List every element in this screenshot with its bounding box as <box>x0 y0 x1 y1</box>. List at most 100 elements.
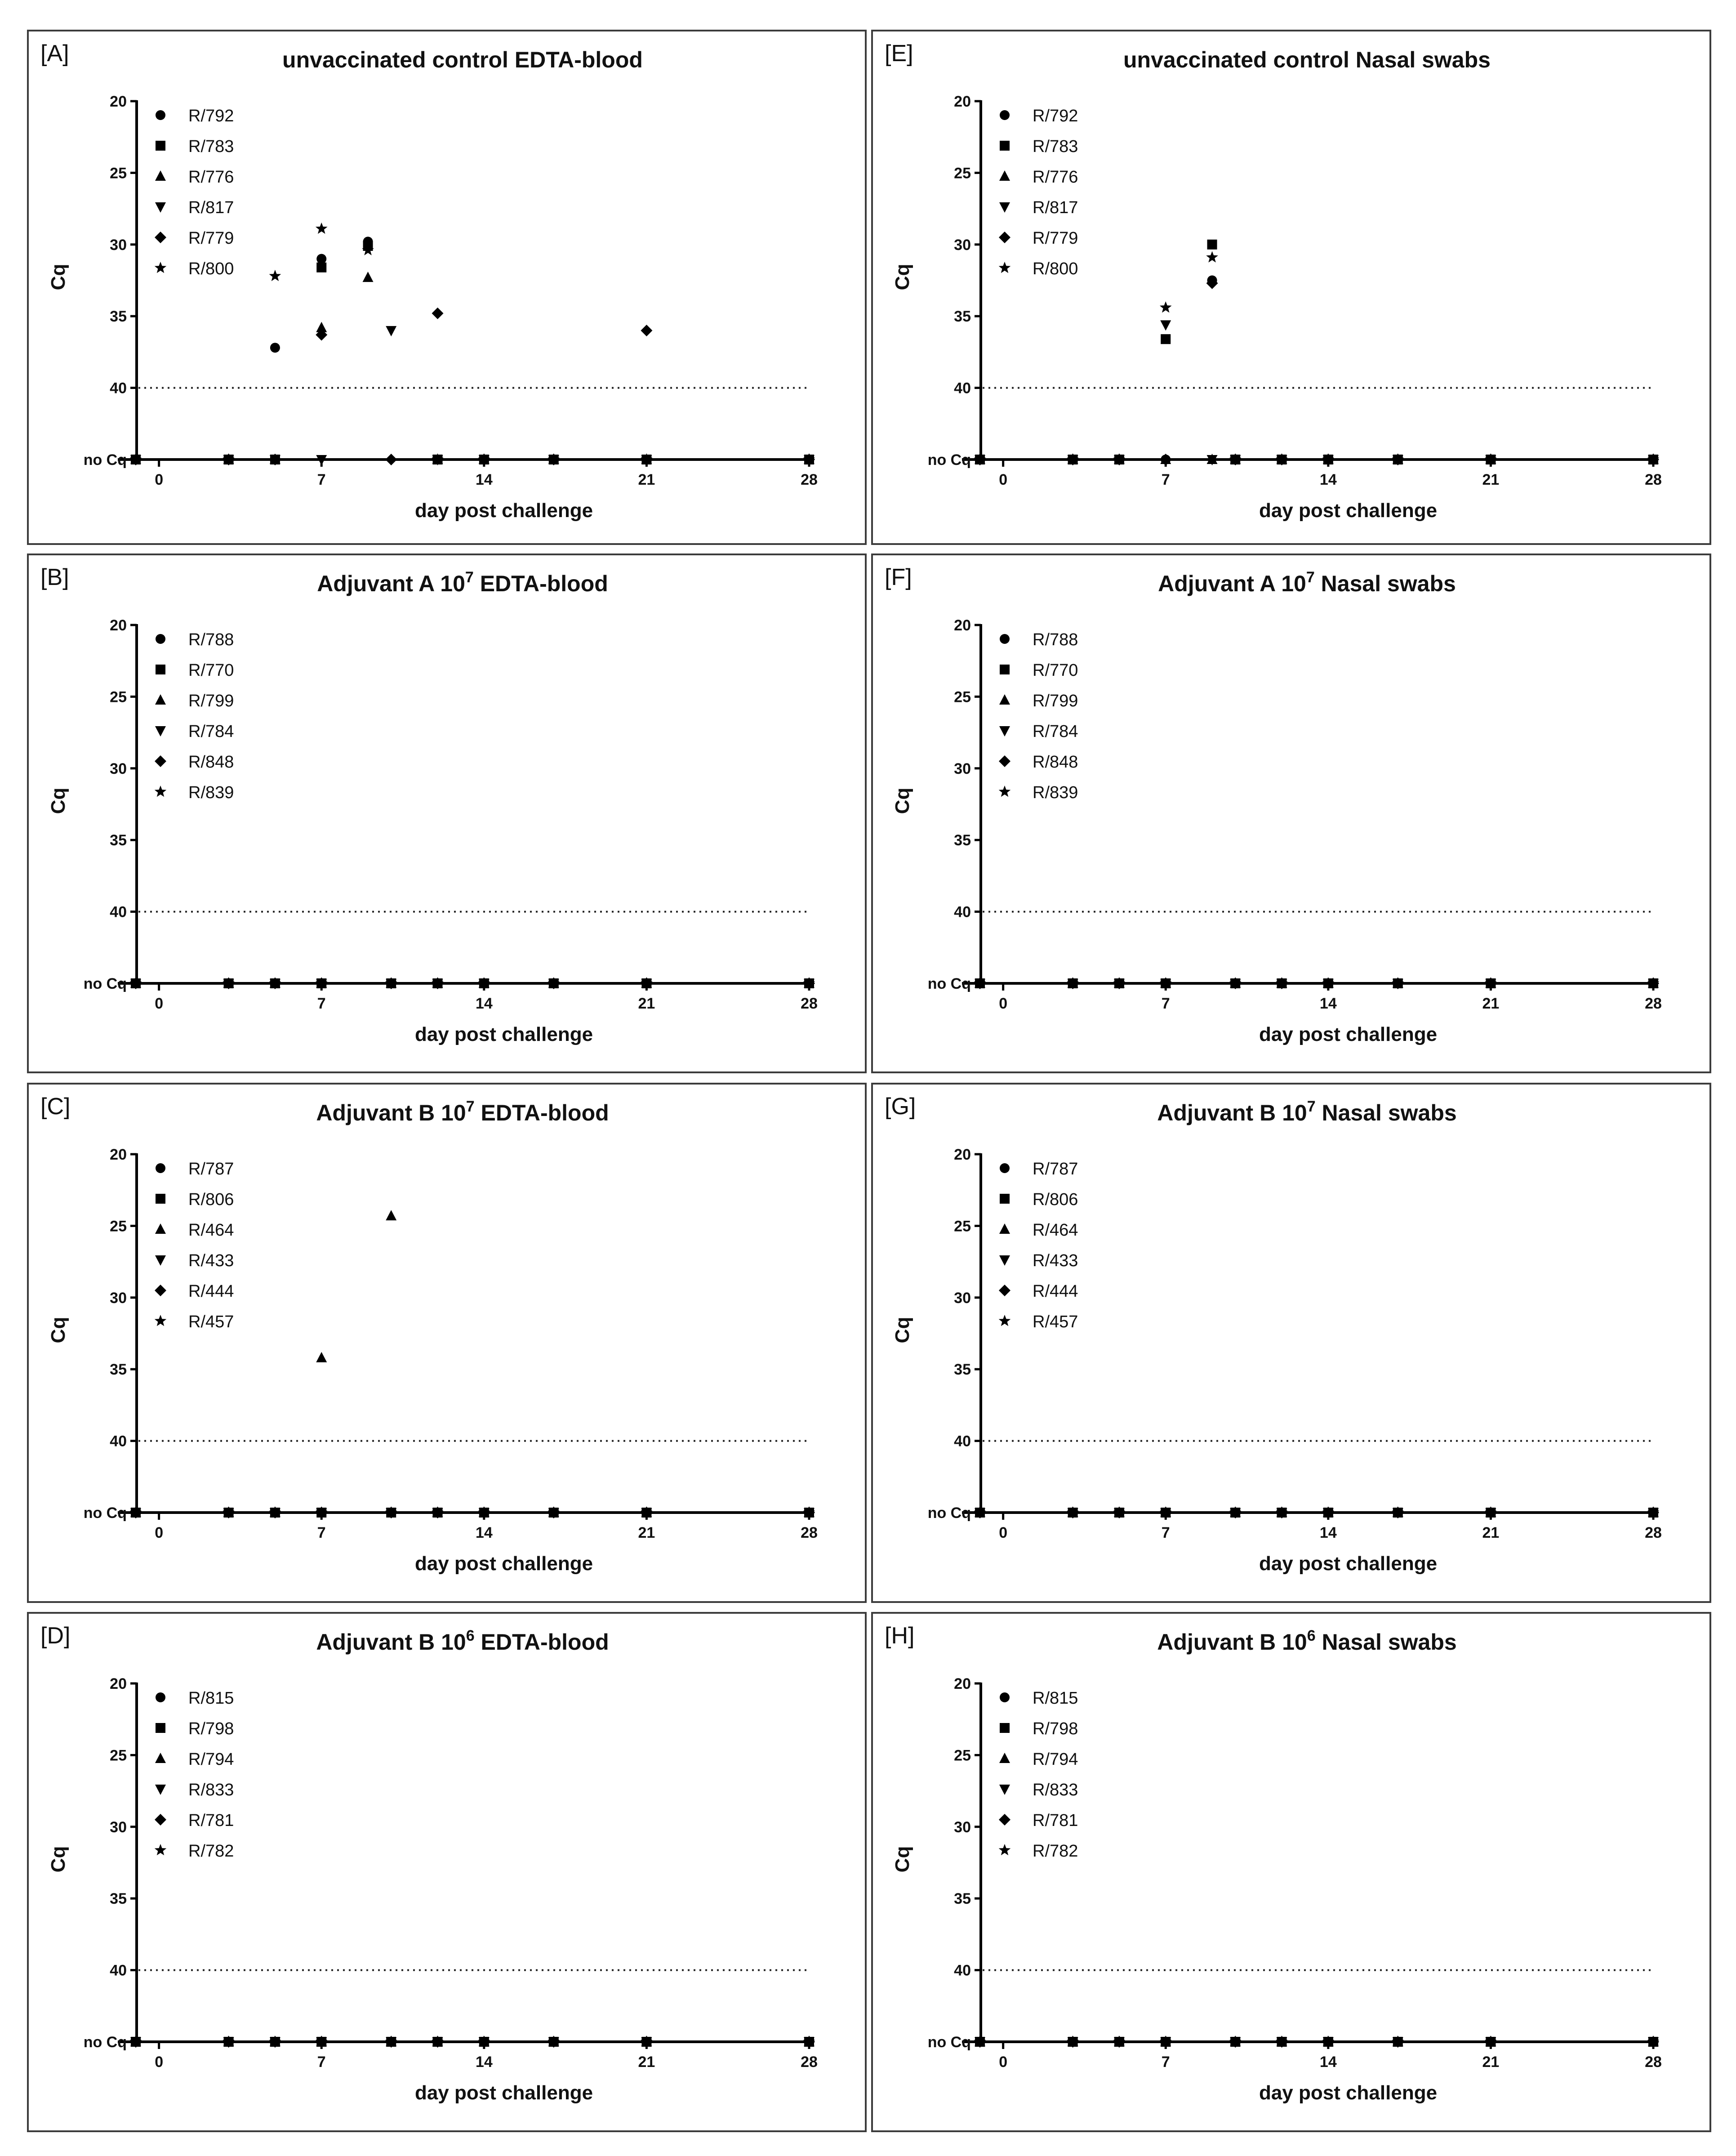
legend-marker <box>998 1844 1011 1856</box>
data-point <box>315 222 328 234</box>
data-points <box>974 239 1660 465</box>
legend-label: R/782 <box>1033 1842 1078 1861</box>
panel-frame <box>27 30 867 545</box>
panel-frame <box>27 554 867 1073</box>
x-tick-label: 14 <box>476 1524 493 1541</box>
legend-marker <box>154 1315 167 1326</box>
data-point <box>316 455 327 465</box>
legend-marker <box>155 1753 166 1763</box>
panel-letter: [G] <box>885 1094 916 1120</box>
panel-letter: [D] <box>40 1623 70 1649</box>
title-suffix: EDTA-blood <box>475 1629 609 1655</box>
legend-label: R/770 <box>1033 661 1078 680</box>
x-axis-title: day post challenge <box>1259 1553 1437 1575</box>
x-tick-label: 0 <box>155 1524 163 1541</box>
y-tick-label: 35 <box>954 308 971 325</box>
legend-label: R/787 <box>1033 1160 1078 1178</box>
legend-label: R/794 <box>188 1750 234 1769</box>
x-tick-label: 7 <box>1162 995 1170 1012</box>
y-tick-label: 30 <box>954 1819 971 1836</box>
panel-letter: [E] <box>885 40 913 67</box>
y-axis-title: Cq <box>47 788 69 814</box>
panel-title: Adjuvant B 106 Nasal swabs <box>1157 1627 1456 1655</box>
legend-marker <box>155 232 166 243</box>
data-point <box>270 343 280 353</box>
y-tick-label: 35 <box>110 308 127 325</box>
legend-label: R/792 <box>1033 107 1078 125</box>
x-axis-title: day post challenge <box>415 1553 593 1575</box>
panel-frame <box>871 1083 1711 1603</box>
y-axis-title: Cq <box>47 264 69 290</box>
legend-marker <box>1000 1163 1010 1173</box>
y-tick-label: no Cq <box>84 451 127 469</box>
y-tick-label: no Cq <box>928 451 971 469</box>
data-point <box>129 2035 142 2047</box>
x-axis-title: day post challenge <box>1259 500 1437 522</box>
data-point <box>1067 453 1079 465</box>
legend-marker <box>999 1285 1010 1296</box>
legend-marker <box>1000 665 1010 674</box>
y-tick-label: 35 <box>954 1890 971 1907</box>
y-tick-label: 30 <box>110 1290 127 1307</box>
title-suffix: Nasal swabs <box>1316 1629 1457 1655</box>
panel-title: Adjuvant B 106 EDTA-blood <box>316 1627 609 1655</box>
title-superscript: 6 <box>1307 1627 1316 1644</box>
legend-marker <box>999 694 1010 705</box>
legend-label: R/781 <box>188 1811 234 1830</box>
legend-label: R/817 <box>1033 198 1078 217</box>
x-tick-label: 21 <box>638 995 655 1012</box>
y-tick-label: no Cq <box>84 975 127 992</box>
data-point <box>386 326 397 337</box>
legend-label: R/776 <box>1033 168 1078 187</box>
data-point <box>548 2035 560 2047</box>
chart-panel: [G] Adjuvant B 107 Nasal swabs2025303540n… <box>871 1083 1711 1603</box>
data-point <box>1392 1506 1404 1518</box>
x-tick-label: 28 <box>801 1524 818 1541</box>
data-point <box>269 269 281 281</box>
legend-label: R/779 <box>1033 229 1078 248</box>
data-point <box>1392 977 1404 989</box>
x-tick-label: 28 <box>1645 1524 1662 1541</box>
legend-marker <box>1000 141 1010 151</box>
data-point <box>1276 453 1288 465</box>
panel-letter: [F] <box>885 564 912 590</box>
panel-frame <box>871 554 1711 1073</box>
legend-marker <box>155 1255 166 1266</box>
title-main: Adjuvant B 10 <box>1157 1629 1307 1655</box>
x-tick-label: 0 <box>999 1524 1007 1541</box>
data-point <box>129 1506 142 1518</box>
panel-frame <box>871 30 1711 545</box>
title-main: Adjuvant B 10 <box>1157 1100 1307 1125</box>
legend-marker <box>998 1315 1011 1326</box>
data-point <box>315 2035 328 2047</box>
legend-marker <box>1000 110 1010 120</box>
data-point <box>1113 1506 1126 1518</box>
legend-label: R/787 <box>188 1160 234 1178</box>
data-point <box>1160 320 1171 331</box>
legend-marker <box>155 1814 166 1826</box>
legend-label: R/783 <box>1033 137 1078 156</box>
data-point <box>478 1506 490 1518</box>
y-tick-label: 30 <box>110 1819 127 1836</box>
legend-label: R/464 <box>188 1221 234 1240</box>
y-tick-label: 35 <box>954 1361 971 1378</box>
data-point <box>641 2035 653 2047</box>
legend-marker <box>156 141 165 151</box>
x-tick-label: 21 <box>1482 471 1499 488</box>
x-tick-label: 0 <box>999 471 1007 488</box>
legend-marker <box>999 1753 1010 1763</box>
x-tick-label: 14 <box>1320 471 1337 488</box>
data-point <box>269 2035 281 2047</box>
legend-marker <box>155 202 166 213</box>
y-tick-label: 25 <box>954 1218 971 1235</box>
legend-marker <box>155 726 166 737</box>
data-point <box>269 454 281 465</box>
data-point <box>316 1352 327 1362</box>
data-point <box>1160 454 1172 465</box>
data-points <box>974 977 1660 989</box>
data-point <box>974 453 986 465</box>
x-tick-label: 28 <box>801 2053 818 2071</box>
legend-label: R/800 <box>1033 259 1078 278</box>
x-tick-label: 7 <box>317 471 326 488</box>
y-tick-label: 30 <box>954 760 971 777</box>
